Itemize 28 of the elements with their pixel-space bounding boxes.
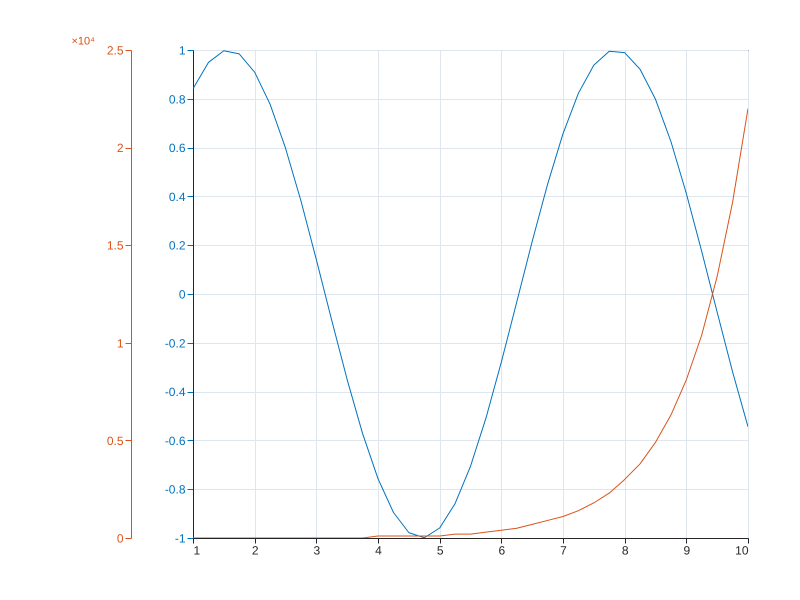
x-tick-label: 10 bbox=[735, 544, 749, 558]
y2-tick-label: 1 bbox=[116, 336, 124, 350]
y2-tick-label: 0.5 bbox=[106, 434, 124, 448]
x-tick-label: 1 bbox=[194, 544, 200, 558]
y-tick-label: 1 bbox=[178, 44, 186, 58]
y-tick-label: -1 bbox=[174, 532, 186, 546]
y2-tick-label: 2 bbox=[116, 141, 124, 156]
y-tick-label: 0 bbox=[178, 288, 186, 302]
x-tick-label: 2 bbox=[252, 544, 259, 558]
y-tick-label: 0.8 bbox=[168, 92, 186, 106]
y-tick-label: -0.4 bbox=[164, 385, 186, 400]
y-tick-label: -0.2 bbox=[164, 336, 186, 350]
x-tick-label: 4 bbox=[375, 544, 382, 558]
text: ×10⁴ bbox=[72, 36, 96, 48]
y-tick-label: 0.2 bbox=[168, 238, 186, 253]
x-tick-label: 8 bbox=[622, 544, 629, 558]
x-tick-label: 7 bbox=[560, 544, 568, 558]
x-tick-label: 6 bbox=[498, 544, 506, 558]
x-tick-label: 3 bbox=[313, 544, 320, 558]
y-tick-label: -0.6 bbox=[164, 434, 186, 448]
y2-tick-label: 0 bbox=[116, 532, 124, 546]
x-tick-label: 9 bbox=[683, 544, 690, 558]
y-tick-label: 0.4 bbox=[168, 190, 186, 204]
y2-tick-label: 2.5 bbox=[106, 44, 124, 58]
y-tick-label: -0.8 bbox=[164, 482, 186, 497]
y-tick-label: 0.6 bbox=[168, 141, 186, 156]
x-tick-label: 5 bbox=[436, 544, 444, 558]
y2-tick-label: 1.5 bbox=[106, 238, 124, 253]
